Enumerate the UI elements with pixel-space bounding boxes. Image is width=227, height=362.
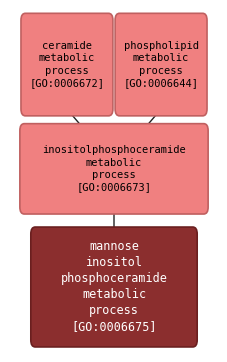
Text: mannose
inositol
phosphoceramide
metabolic
process
[GO:0006675]: mannose inositol phosphoceramide metabol… bbox=[60, 240, 167, 333]
Text: ceramide
metabolic
process
[GO:0006672]: ceramide metabolic process [GO:0006672] bbox=[29, 41, 104, 88]
FancyBboxPatch shape bbox=[115, 13, 206, 116]
FancyBboxPatch shape bbox=[31, 227, 196, 347]
Text: inositolphosphoceramide
metabolic
process
[GO:0006673]: inositolphosphoceramide metabolic proces… bbox=[42, 145, 185, 193]
FancyBboxPatch shape bbox=[20, 124, 207, 214]
Text: phospholipid
metabolic
process
[GO:0006644]: phospholipid metabolic process [GO:00066… bbox=[123, 41, 198, 88]
FancyBboxPatch shape bbox=[21, 13, 112, 116]
